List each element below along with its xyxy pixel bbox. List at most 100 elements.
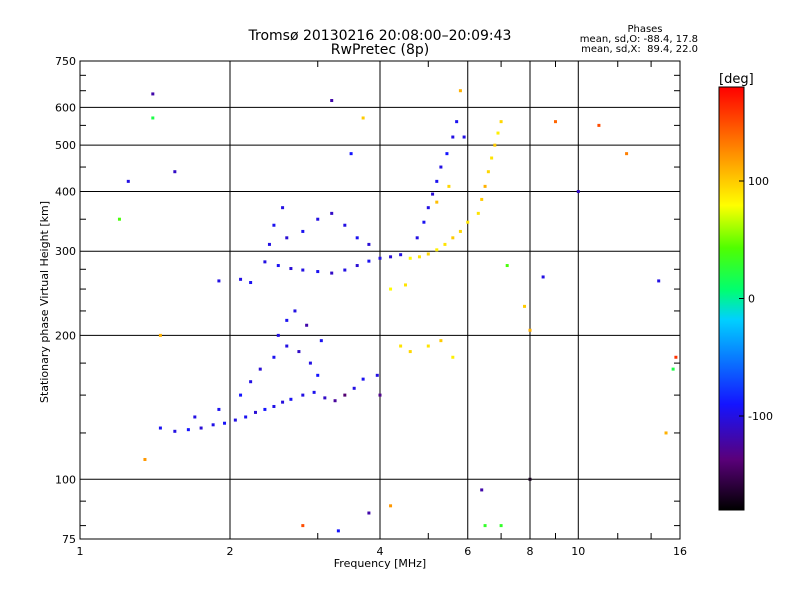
data-point xyxy=(301,268,305,272)
data-point xyxy=(312,390,316,394)
data-point xyxy=(263,407,267,411)
colorbar-tick-label: 0 xyxy=(748,293,755,306)
data-point xyxy=(455,120,459,124)
data-point xyxy=(330,211,334,215)
data-point xyxy=(333,399,337,403)
x-axis-label: Frequency [MHz] xyxy=(334,557,426,570)
data-point xyxy=(483,524,487,528)
data-point xyxy=(480,197,484,201)
data-point xyxy=(285,236,289,240)
data-point xyxy=(285,318,289,322)
x-tick-label: 6 xyxy=(464,545,471,558)
data-point xyxy=(389,504,393,508)
data-point xyxy=(285,344,289,348)
data-point xyxy=(301,393,305,397)
data-point xyxy=(263,260,267,264)
gridlines xyxy=(80,61,680,539)
data-point xyxy=(289,397,293,401)
data-point xyxy=(249,281,253,285)
data-point xyxy=(158,426,162,430)
data-point xyxy=(272,223,276,227)
data-point xyxy=(422,220,426,224)
data-point xyxy=(576,189,580,193)
data-point xyxy=(389,255,393,259)
data-point xyxy=(330,271,334,275)
data-point xyxy=(462,135,466,139)
x-tick-label: 4 xyxy=(377,545,384,558)
data-point xyxy=(597,123,601,127)
data-point xyxy=(281,400,285,404)
data-point xyxy=(253,410,257,414)
data-point xyxy=(435,200,439,204)
data-point xyxy=(316,373,320,377)
colorbar-tick-label: -100 xyxy=(748,410,773,423)
data-point xyxy=(143,457,147,461)
data-point xyxy=(417,255,421,259)
data-point xyxy=(244,415,248,419)
data-point xyxy=(426,344,430,348)
data-point xyxy=(301,524,305,528)
data-point xyxy=(435,248,439,252)
data-point xyxy=(151,116,155,120)
data-point xyxy=(297,350,301,354)
data-point xyxy=(301,229,305,233)
data-point xyxy=(664,431,668,435)
data-point xyxy=(223,421,227,425)
data-point xyxy=(451,236,455,240)
data-point xyxy=(289,267,293,271)
data-point xyxy=(186,428,190,432)
data-point xyxy=(233,418,237,422)
data-point xyxy=(367,242,371,246)
data-point xyxy=(217,407,221,411)
data-point xyxy=(466,220,470,224)
data-point xyxy=(435,179,439,183)
data-point xyxy=(499,120,503,124)
data-point xyxy=(553,120,557,124)
data-point xyxy=(117,217,121,221)
data-point xyxy=(158,333,162,337)
data-point xyxy=(451,135,455,139)
data-point xyxy=(308,361,312,365)
data-point xyxy=(367,259,371,263)
data-point xyxy=(330,99,334,103)
data-point xyxy=(528,328,532,332)
y-tick-label: 400 xyxy=(55,185,76,198)
data-point xyxy=(378,256,382,260)
data-point xyxy=(375,373,379,377)
chart-title: Tromsø 20130216 20:08:00–20:09:43 xyxy=(248,28,512,44)
data-point xyxy=(480,488,484,492)
y-axis-label: Stationary phase Virtual Height [km] xyxy=(38,201,51,403)
data-point xyxy=(276,264,280,268)
data-point xyxy=(211,423,215,427)
data-point xyxy=(674,355,678,359)
y-tick-label: 300 xyxy=(55,245,76,258)
colorbar-tick-label: 100 xyxy=(748,175,769,188)
data-point xyxy=(193,415,197,419)
data-point xyxy=(451,355,455,359)
data-point xyxy=(276,333,280,337)
data-point xyxy=(249,380,253,384)
data-point xyxy=(523,304,527,308)
data-point xyxy=(343,223,347,227)
data-point xyxy=(343,393,347,397)
data-point xyxy=(431,192,435,196)
data-point xyxy=(490,156,494,160)
data-point xyxy=(399,253,403,257)
data-point xyxy=(378,393,382,397)
data-point xyxy=(657,279,661,283)
data-point xyxy=(408,256,412,260)
y-tick-label: 200 xyxy=(55,329,76,342)
data-point xyxy=(496,131,500,135)
data-point xyxy=(399,344,403,348)
data-point xyxy=(445,152,449,156)
data-point xyxy=(541,275,545,279)
y-tick-label: 100 xyxy=(55,473,76,486)
data-point xyxy=(352,386,356,390)
colorbar-label: [deg] xyxy=(719,72,754,87)
data-point xyxy=(336,529,340,533)
data-point xyxy=(267,242,271,246)
y-tick-label: 500 xyxy=(55,139,76,152)
data-point xyxy=(367,511,371,515)
data-point xyxy=(408,350,412,354)
